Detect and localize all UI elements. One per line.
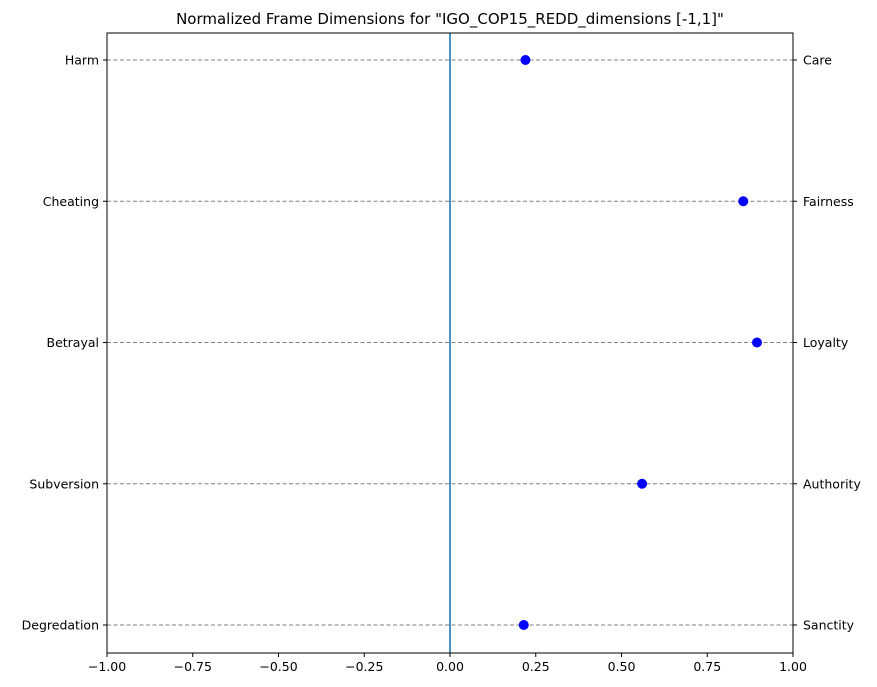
right-label: Care [803,53,832,68]
x-tick-label: 0.00 [436,659,464,674]
left-axis-labels: Harm Cheating Betrayal Subversion Degredatio… [22,53,107,633]
right-label: Sanctity [803,618,855,633]
right-label: Loyalty [803,335,849,350]
x-tick-label: 0.50 [608,659,636,674]
x-axis: −1.00 −0.75 −0.50 −0.25 0.00 0.25 0.50 0.75 1.00 [88,653,807,674]
x-tick-label: −1.00 [88,659,126,674]
x-tick-label: 1.00 [779,659,807,674]
right-label: Fairness [803,194,854,209]
data-point [637,478,648,489]
right-label: Authority [803,476,861,491]
data-point [520,55,531,65]
left-label: Harm [65,53,99,68]
x-tick-label: −0.25 [345,659,383,674]
data-point [751,337,762,348]
x-tick-label: 0.25 [522,659,550,674]
left-label: Subversion [29,476,99,491]
data-point [518,620,529,630]
x-tick-label: 0.75 [693,659,721,674]
x-tick-label: −0.50 [259,659,297,674]
data-points [518,55,762,630]
x-tick-label: −0.75 [174,659,212,674]
left-label: Cheating [43,194,99,209]
data-point [738,196,749,207]
right-axis-labels: Care Fairness Loyalty Authority Sanctity [793,53,861,633]
grid-lines [107,59,793,626]
left-label: Betrayal [47,335,100,350]
chart-title: Normalized Frame Dimensions for "IGO_COP… [176,10,724,29]
left-label: Degredation [22,618,99,633]
